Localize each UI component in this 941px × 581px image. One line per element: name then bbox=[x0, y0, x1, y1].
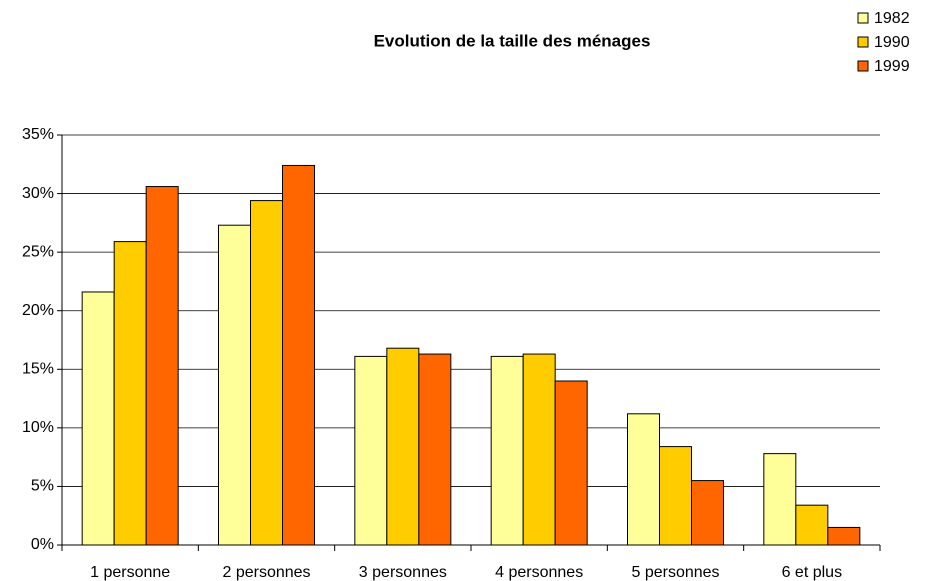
legend-swatch bbox=[857, 12, 869, 24]
x-tick-label: 2 personnes bbox=[222, 564, 310, 581]
bar bbox=[386, 347, 420, 546]
bar bbox=[113, 241, 147, 546]
y-tick-label: 20% bbox=[22, 302, 54, 319]
x-tick-label: 5 personnes bbox=[631, 564, 719, 581]
bar bbox=[554, 380, 588, 546]
bar bbox=[354, 355, 388, 546]
legend-label: 1999 bbox=[874, 58, 910, 75]
bar bbox=[218, 224, 251, 546]
bar bbox=[490, 355, 524, 546]
y-tick-label: 30% bbox=[22, 185, 54, 202]
legend-swatch bbox=[857, 36, 869, 48]
y-tick-label: 5% bbox=[31, 478, 54, 495]
y-tick-label: 35% bbox=[22, 126, 54, 143]
bar bbox=[145, 186, 179, 546]
bar bbox=[763, 453, 797, 546]
x-tick-label: 3 personnes bbox=[359, 564, 447, 581]
bar bbox=[827, 526, 861, 546]
x-tick-label: 6 et plus bbox=[782, 564, 842, 581]
bar bbox=[250, 200, 283, 546]
chart-title: Evolution de la taille des ménages bbox=[374, 31, 651, 50]
y-tick-label: 10% bbox=[22, 419, 54, 436]
bar bbox=[418, 353, 452, 546]
bar bbox=[81, 291, 115, 546]
bar bbox=[795, 504, 829, 546]
bar bbox=[282, 164, 315, 546]
y-tick-label: 0% bbox=[31, 536, 54, 553]
bar bbox=[627, 413, 660, 546]
y-tick-label: 25% bbox=[22, 243, 54, 260]
legend-swatch bbox=[857, 60, 869, 72]
y-tick-label: 15% bbox=[22, 361, 54, 378]
x-tick-label: 4 personnes bbox=[495, 564, 583, 581]
legend-label: 1990 bbox=[874, 34, 910, 51]
x-tick-label: 1 personne bbox=[90, 564, 170, 581]
bar bbox=[691, 480, 724, 546]
bar bbox=[522, 353, 556, 546]
bar bbox=[659, 446, 692, 546]
legend-label: 1982 bbox=[874, 10, 910, 27]
